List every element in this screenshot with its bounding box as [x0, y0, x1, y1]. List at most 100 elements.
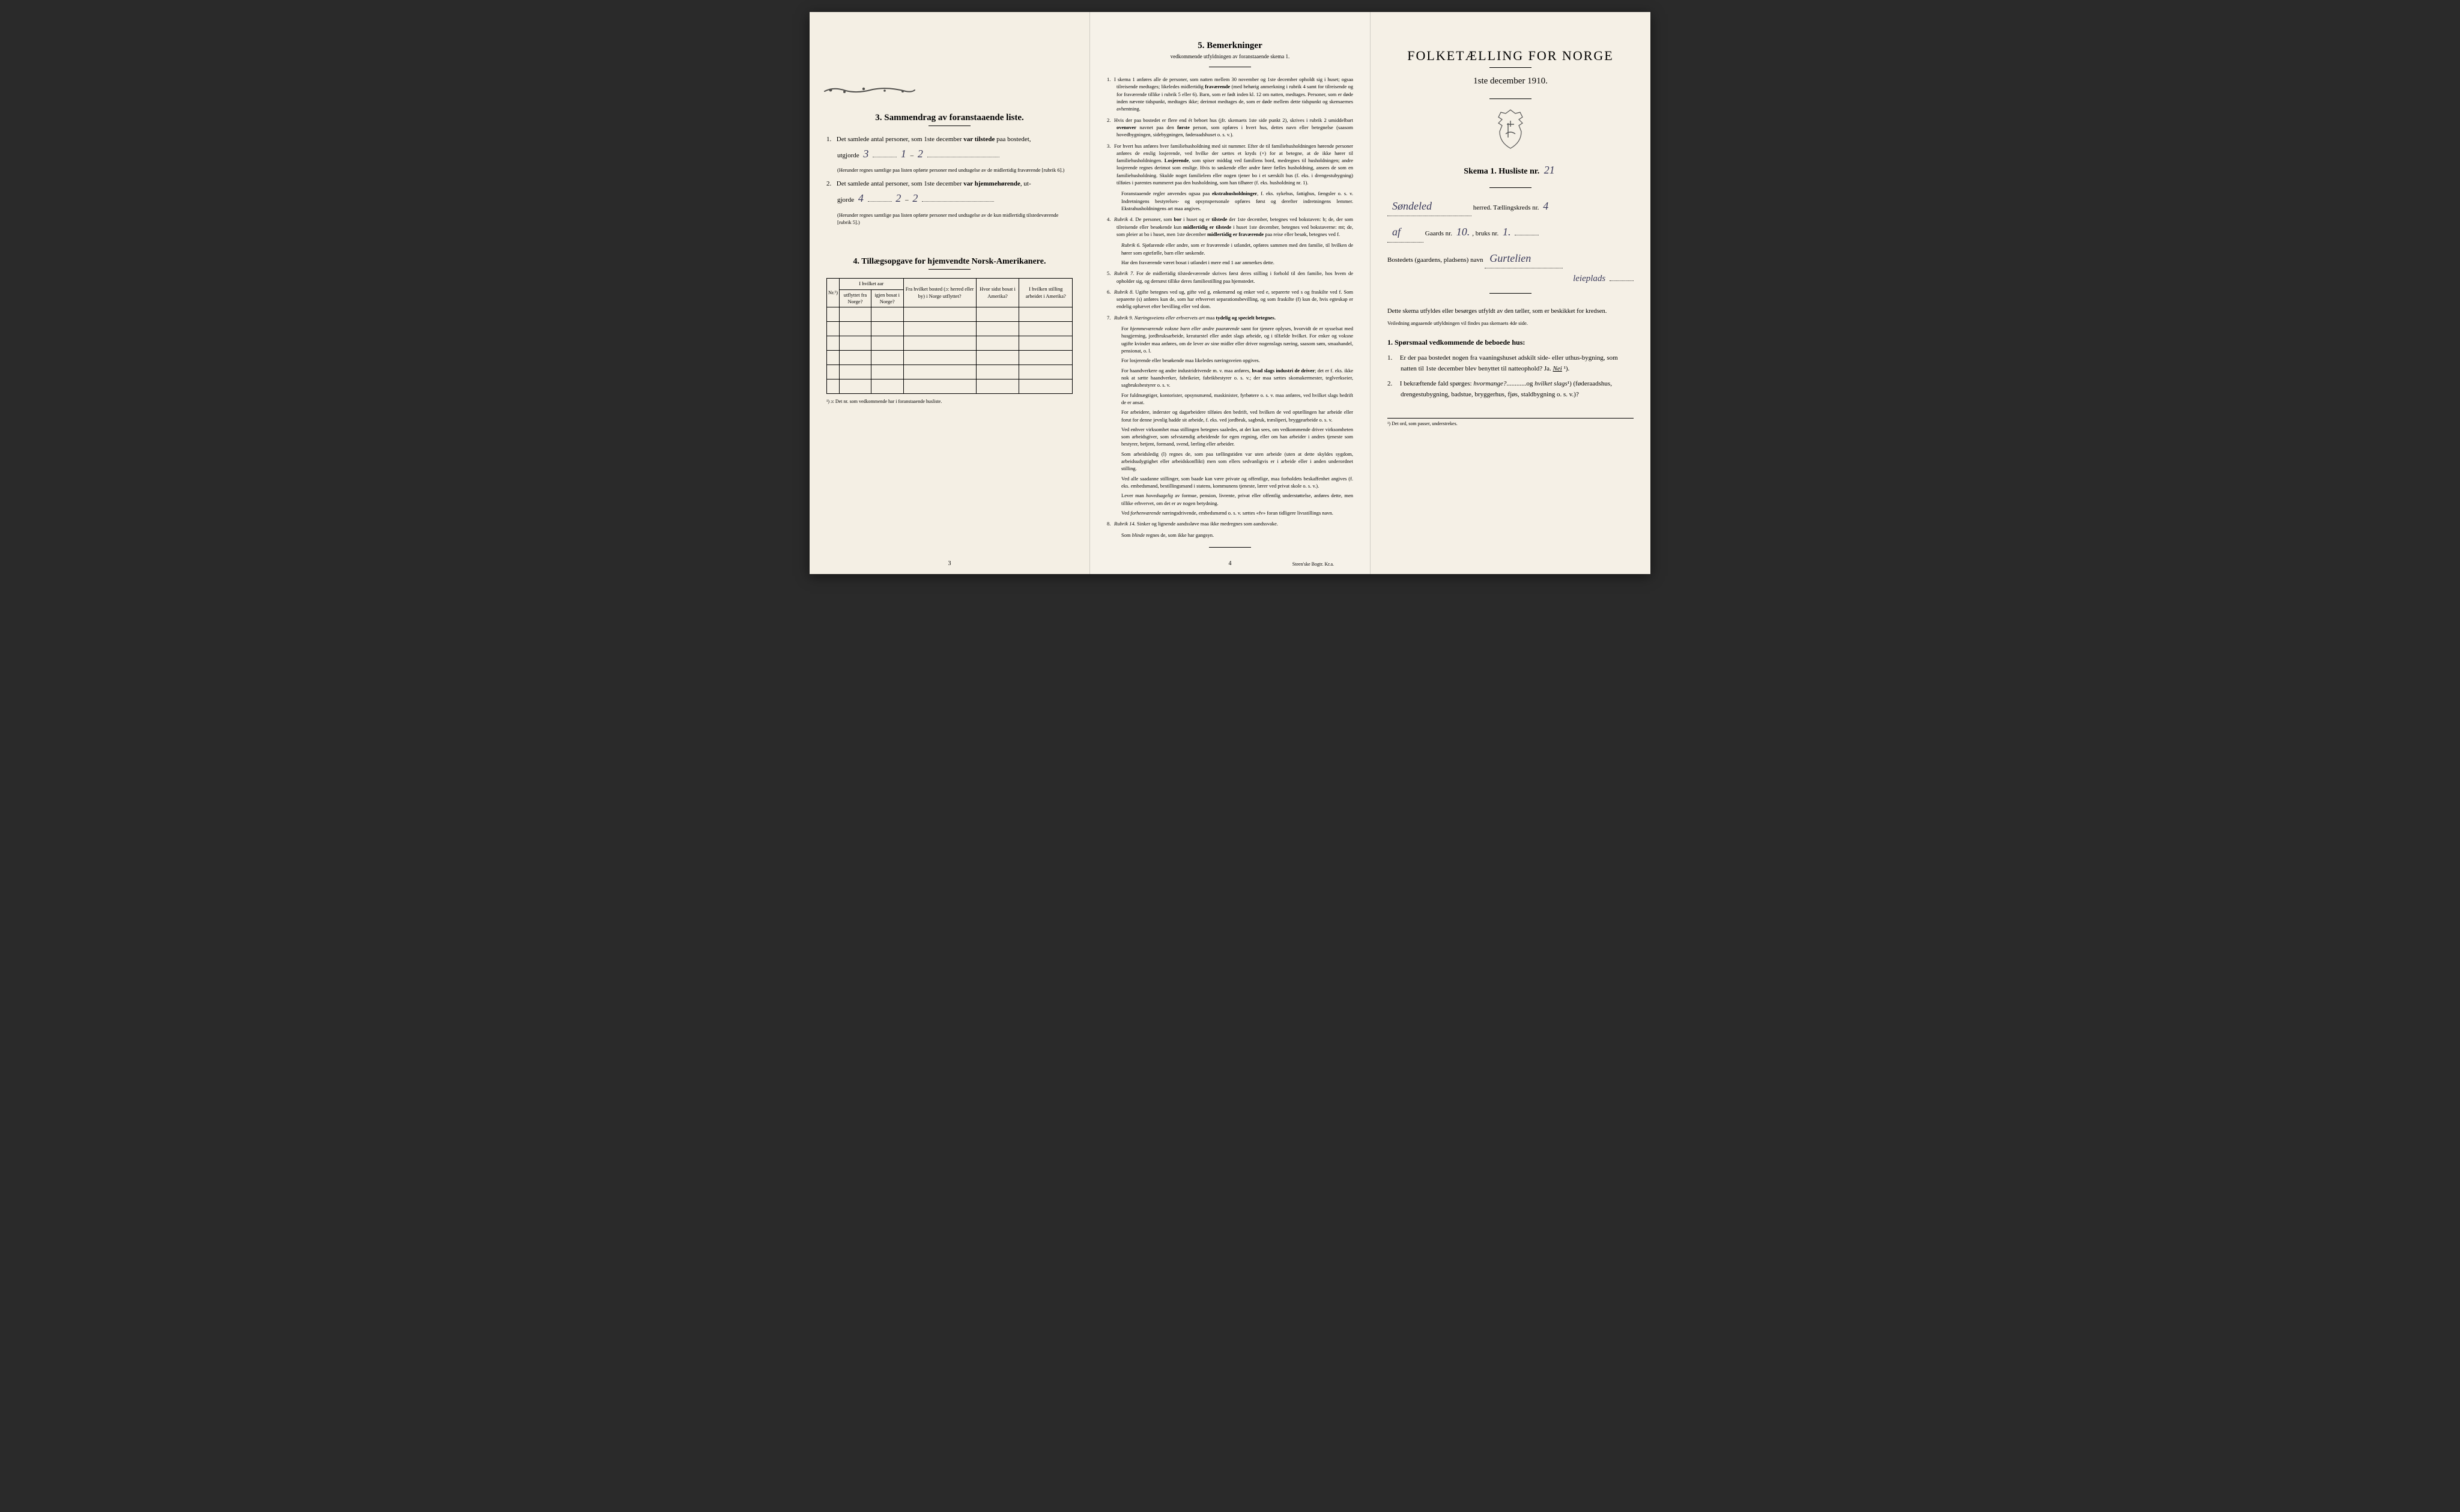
table-cell	[871, 307, 903, 321]
table-cell	[976, 379, 1019, 393]
section-5-title: 5. Bemerkninger	[1107, 41, 1353, 51]
remark-item: 1.I skema 1 anføres alle de personer, so…	[1107, 76, 1353, 113]
table-cell	[903, 307, 976, 321]
col-position: I hvilken stilling arbeidet i Amerika?	[1019, 279, 1073, 307]
table-cell	[1019, 336, 1073, 350]
table-cell	[1019, 364, 1073, 379]
summary-item-1: 1. Det samlede antal personer, som 1ste …	[826, 135, 1073, 162]
remark-item: 5.Rubrik 7. For de midlertidig tilstedev…	[1107, 270, 1353, 285]
instruction-note: Dette skema utfyldes eller besørges utfy…	[1387, 307, 1634, 316]
herred-handwritten: Søndeled	[1390, 200, 1434, 212]
table-cell	[827, 321, 840, 336]
bosted-handwritten: Gurtelien	[1487, 252, 1533, 264]
table-cell	[903, 379, 976, 393]
table-cell	[903, 336, 976, 350]
table-cell	[976, 321, 1019, 336]
divider	[929, 269, 971, 270]
right-footnote: ¹) Det ord, som passer, understrekes.	[1387, 418, 1634, 426]
table-cell	[871, 364, 903, 379]
bruks-nr: 1.	[1500, 226, 1513, 238]
ink-smudge	[822, 83, 918, 97]
gaard-label: Gaards nr.	[1425, 230, 1452, 237]
col-emigrated: utflyttet fra Norge?	[840, 289, 871, 307]
remark-sub: For arbeidere, inderster og dagarbeidere…	[1121, 408, 1353, 423]
remark-item: 4.Rubrik 4. De personer, som bor i huset…	[1107, 216, 1353, 238]
remark-sub: Har den fraværende været bosat i utlande…	[1121, 259, 1353, 266]
gaard-line: af Gaards nr. 10., bruks nr. 1.	[1387, 222, 1634, 242]
handwritten-m: 1	[898, 148, 909, 160]
table-row	[827, 307, 1073, 321]
table-cell	[827, 336, 840, 350]
bosted-handwritten-2: leieplads	[1571, 274, 1608, 283]
table-cell	[976, 336, 1019, 350]
remark-sub: For losjerende eller besøkende maa likel…	[1121, 357, 1353, 364]
kreds-nr: 4	[1541, 200, 1551, 212]
table-row	[827, 364, 1073, 379]
col-from: Fra hvilket bosted (ɔ: herred eller by) …	[903, 279, 976, 307]
table-cell	[903, 321, 976, 336]
q1-answer: Nei	[1553, 365, 1562, 372]
col-nr: Nr.¹)	[827, 279, 840, 307]
remark-item: 3.For hvert hus anføres hver familiehush…	[1107, 142, 1353, 187]
handwritten-total-resident: 4	[856, 192, 866, 204]
remark-item: 2.Hvis der paa bostedet er flere end ét …	[1107, 116, 1353, 139]
table-cell	[840, 364, 871, 379]
text: utgjorde	[837, 152, 859, 159]
divider	[929, 125, 971, 126]
table-cell	[871, 350, 903, 364]
bosted-line-2: leieplads	[1387, 271, 1634, 287]
table-cell	[871, 336, 903, 350]
census-document: 3. Sammendrag av foranstaaende liste. 1.…	[810, 12, 1650, 574]
table-cell	[871, 379, 903, 393]
herred-line: Søndeled herred. Tællingskreds nr. 4	[1387, 196, 1634, 216]
table-cell	[903, 364, 976, 379]
coat-of-arms-icon	[1492, 107, 1528, 151]
note-1: (Herunder regnes samtlige paa listen opf…	[837, 167, 1073, 174]
table-body	[827, 307, 1073, 393]
text-bold: var hjemmehørende	[963, 180, 1020, 187]
question-1: 1. Er der paa bostedet nogen fra vaaning…	[1387, 353, 1634, 374]
table-cell	[976, 350, 1019, 364]
remark-sub: Ved alle saadanne stillinger, som baade …	[1121, 475, 1353, 490]
gaard-prefix: af	[1390, 226, 1403, 238]
table-cell	[827, 364, 840, 379]
table-cell	[1019, 321, 1073, 336]
skema-line: Skema 1. Husliste nr. 21	[1387, 164, 1634, 177]
q1-text: Er der paa bostedet nogen fra vaaningshu…	[1400, 354, 1618, 372]
table-cell	[840, 307, 871, 321]
section-5-subtitle: vedkommende utfyldningen av foranstaaend…	[1107, 53, 1353, 59]
text: paa bostedet,	[995, 136, 1031, 143]
remarks-list: 1.I skema 1 anføres alle de personer, so…	[1107, 76, 1353, 539]
divider	[1489, 98, 1531, 99]
remark-sub: Som arbeidsledig (l) regnes de, som paa …	[1121, 450, 1353, 473]
table-cell	[827, 307, 840, 321]
text-bold: var tilstede	[963, 136, 995, 143]
table-row	[827, 350, 1073, 364]
remark-sub: For fuldmægtiger, kontorister, opsynsmæn…	[1121, 392, 1353, 407]
table-cell	[827, 350, 840, 364]
table-row	[827, 336, 1073, 350]
remark-sub: Lever man hovedsagelig av formue, pensio…	[1121, 492, 1353, 507]
table-row	[827, 379, 1073, 393]
table-cell	[840, 350, 871, 364]
col-where: Hvor sidst bosat i Amerika?	[976, 279, 1019, 307]
remark-sub: Ved forhenværende næringsdrivende, embed…	[1121, 509, 1353, 516]
section-3-title: 3. Sammendrag av foranstaaende liste.	[826, 113, 1073, 123]
section-4-title: 4. Tillægsopgave for hjemvendte Norsk-Am…	[826, 257, 1073, 267]
main-date: 1ste december 1910.	[1387, 76, 1634, 86]
gaard-nr: 10.	[1454, 226, 1473, 238]
table-cell	[1019, 350, 1073, 364]
norsk-amerikanere-table: Nr.¹) I hvilket aar Fra hvilket bosted (…	[826, 278, 1073, 393]
bruks-label: bruks nr.	[1476, 230, 1499, 237]
divider	[1489, 187, 1531, 188]
skema-label: Skema 1. Husliste nr.	[1464, 167, 1539, 176]
handwritten-k: 2	[910, 192, 920, 204]
handwritten-k: 2	[915, 148, 926, 160]
table-cell	[840, 336, 871, 350]
table-cell	[840, 321, 871, 336]
text: , ut-	[1020, 180, 1031, 187]
table-row	[827, 321, 1073, 336]
table-cell	[871, 321, 903, 336]
table-cell	[903, 350, 976, 364]
panel-page-1: FOLKETÆLLING FOR NORGE 1ste december 191…	[1371, 12, 1650, 574]
